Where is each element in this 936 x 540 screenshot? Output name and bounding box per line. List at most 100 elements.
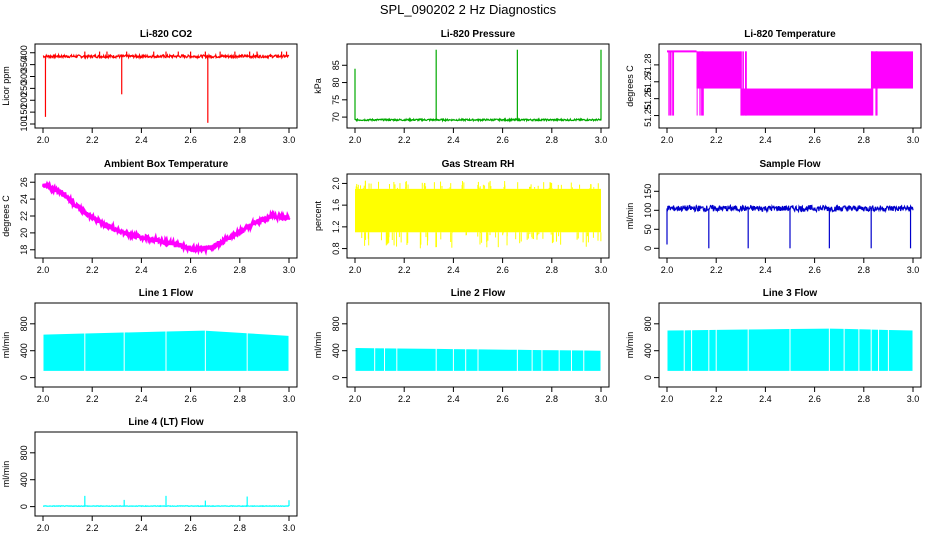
data-flow-block	[790, 328, 829, 371]
data-band	[355, 188, 601, 233]
chart-panel: Li-820 CO2 Licor ppm 2.0 2.2 2.4 2.6 2.8 3.0 100…	[1, 29, 298, 145]
y-tick-label: 0	[643, 375, 653, 380]
data-flow-block	[888, 329, 913, 371]
x-tick-label: 2.0	[37, 135, 50, 145]
x-tick-label: 2.0	[349, 135, 362, 145]
y-tick-label: 1.2	[331, 221, 341, 234]
data-flow-block	[466, 349, 478, 371]
plot-frame	[34, 43, 298, 129]
x-tick-label: 2.8	[546, 394, 559, 404]
x-tick-label: 3.0	[907, 265, 920, 275]
data-flow-block	[478, 349, 517, 371]
x-tick-label: 2.4	[135, 523, 148, 533]
y-tick-label: 50	[643, 224, 653, 234]
data-step-block	[696, 51, 741, 89]
data-flow-block	[375, 348, 385, 371]
data-series-line	[42, 52, 290, 60]
y-tick-label: 0	[331, 375, 341, 380]
data-flow-block	[571, 350, 584, 371]
x-tick-label: 2.8	[234, 265, 247, 275]
x-tick-label: 3.0	[595, 265, 608, 275]
x-tick-label: 2.4	[759, 394, 772, 404]
x-tick-label: 2.0	[661, 394, 674, 404]
x-tick-label: 2.8	[858, 394, 871, 404]
data-flow-block	[247, 333, 289, 371]
x-tick-label: 2.6	[184, 265, 197, 275]
x-tick-label: 2.6	[808, 394, 821, 404]
y-tick-label: 80	[331, 78, 341, 88]
plot-frame	[346, 43, 610, 129]
plot-frame	[34, 302, 298, 388]
y-tick-label: 800	[19, 316, 29, 331]
y-axis-label: ml/min	[1, 332, 11, 359]
y-tick-label: 51.28	[643, 54, 653, 77]
chart-title: Li-820 Temperature	[744, 29, 836, 40]
chart-title: Line 3 Flow	[763, 288, 818, 299]
y-tick-label: 400	[19, 472, 29, 487]
x-tick-label: 2.2	[86, 394, 99, 404]
y-tick-label: 70	[331, 112, 341, 122]
chart-title: Gas Stream RH	[442, 159, 515, 170]
data-flow-block	[385, 348, 397, 371]
x-tick-label: 2.0	[37, 265, 50, 275]
data-flow-block	[584, 350, 601, 371]
data-flow-block	[684, 330, 692, 371]
data-flow-block	[397, 348, 436, 371]
x-tick-label: 3.0	[283, 135, 296, 145]
data-step-block	[667, 50, 697, 53]
x-tick-label: 2.4	[447, 135, 460, 145]
chart-title: Sample Flow	[759, 159, 820, 170]
y-tick-label: 400	[19, 343, 29, 358]
x-tick-label: 2.4	[759, 135, 772, 145]
y-tick-label: 2.0	[331, 177, 341, 190]
y-tick-label: 400	[331, 343, 341, 358]
data-flow-block	[436, 348, 453, 371]
x-tick-label: 2.8	[858, 135, 871, 145]
x-tick-label: 2.0	[37, 523, 50, 533]
y-tick-label: 18	[19, 245, 29, 255]
x-tick-label: 2.4	[759, 265, 772, 275]
chart-title: Line 4 (LT) Flow	[128, 417, 204, 428]
x-tick-label: 3.0	[595, 135, 608, 145]
x-tick-label: 2.6	[808, 265, 821, 275]
data-step-block	[740, 88, 872, 116]
y-tick-label: 24	[19, 194, 29, 204]
x-tick-label: 2.4	[135, 135, 148, 145]
y-tick-label: 300	[19, 69, 29, 84]
x-tick-label: 2.6	[496, 265, 509, 275]
x-tick-label: 2.8	[234, 394, 247, 404]
x-tick-label: 2.2	[86, 265, 99, 275]
data-flow-block	[829, 328, 844, 371]
x-tick-label: 2.8	[546, 265, 559, 275]
y-tick-label: 350	[19, 57, 29, 72]
data-flow-block	[692, 330, 709, 371]
x-tick-label: 3.0	[907, 135, 920, 145]
x-tick-label: 2.2	[398, 135, 411, 145]
y-tick-label: 100	[643, 203, 653, 218]
chart-panel: Gas Stream RH percent 2.0 2.2 2.4 2.6 2.8 3.0 0.…	[313, 159, 610, 275]
y-axis-label: degrees C	[625, 65, 635, 107]
x-tick-label: 2.2	[398, 394, 411, 404]
data-flow-block	[85, 332, 124, 371]
y-tick-label: 0	[643, 246, 653, 251]
data-flow-block	[166, 330, 205, 371]
x-tick-label: 2.2	[86, 523, 99, 533]
data-flow-block	[716, 329, 748, 371]
chart-panel: Line 2 Flow ml/min 2.0 2.2 2.4 2.6 2.8 3.0 0 400 8…	[313, 288, 610, 404]
x-tick-label: 3.0	[595, 394, 608, 404]
plot-frame	[658, 43, 922, 129]
x-tick-label: 2.4	[447, 265, 460, 275]
y-tick-label: 85	[331, 60, 341, 70]
x-tick-label: 2.0	[661, 265, 674, 275]
data-flow-block	[859, 329, 871, 371]
data-flow-block	[124, 331, 166, 371]
y-tick-label: 51.27	[643, 71, 653, 94]
y-axis-label: ml/min	[625, 332, 635, 359]
x-tick-label: 2.6	[184, 135, 197, 145]
plot-frame	[658, 173, 922, 259]
x-tick-label: 2.0	[349, 394, 362, 404]
chart-panel: Li-820 Temperature degrees C 2.0 2.2 2.4 2.6 2…	[625, 29, 922, 145]
chart-panel: Line 3 Flow ml/min 2.0 2.2 2.4 2.6 2.8 3.0 0 400 8…	[625, 288, 922, 404]
x-tick-label: 2.6	[808, 135, 821, 145]
